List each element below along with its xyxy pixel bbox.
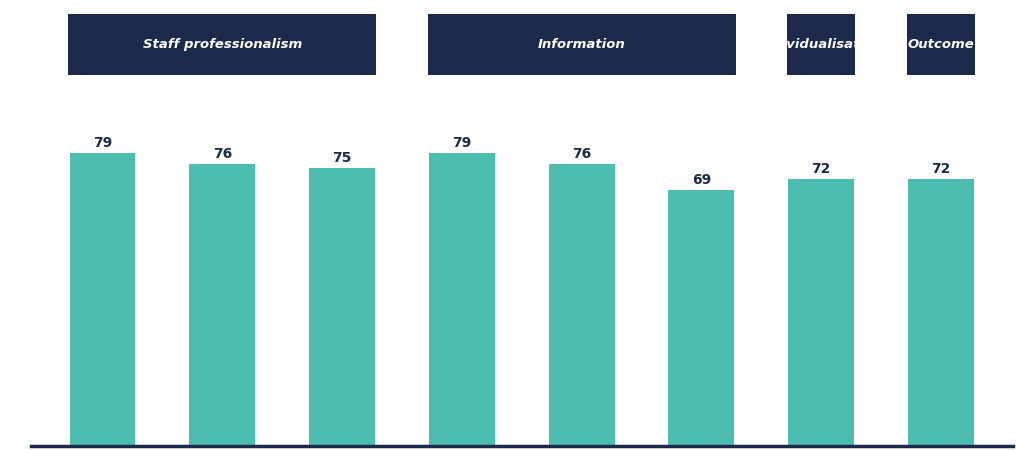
Bar (69, 14, 376, 75)
Text: 75: 75 (332, 151, 352, 165)
Text: Information: Information (538, 38, 625, 51)
Bar (429, 153, 495, 445)
Text: 79: 79 (452, 136, 472, 150)
Bar (908, 179, 974, 446)
Bar (309, 168, 375, 446)
Bar (788, 179, 854, 446)
Bar (906, 14, 975, 75)
Bar (787, 14, 855, 75)
Text: 72: 72 (931, 162, 950, 176)
Bar (189, 164, 256, 446)
Bar (70, 153, 135, 445)
Bar (548, 164, 615, 446)
Text: 69: 69 (692, 173, 711, 187)
Bar (428, 14, 736, 75)
Text: 79: 79 (93, 136, 113, 150)
Text: Individualisation: Individualisation (759, 38, 884, 51)
Text: 72: 72 (811, 162, 831, 176)
Text: 76: 76 (213, 147, 232, 161)
Text: 76: 76 (572, 147, 591, 161)
Text: Outcome: Outcome (907, 38, 974, 51)
Text: Staff professionalism: Staff professionalism (142, 38, 302, 51)
Bar (668, 190, 735, 446)
